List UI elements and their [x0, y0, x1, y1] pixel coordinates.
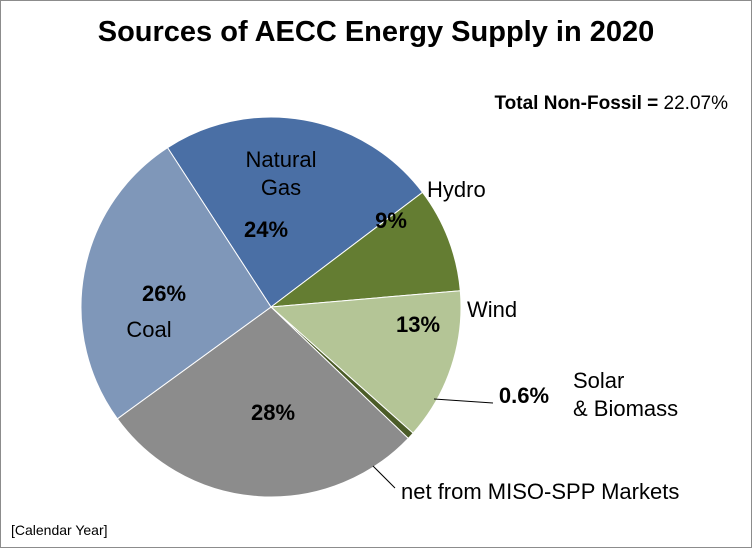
total-non-fossil-note: Total Non-Fossil = 22.07% [494, 93, 728, 114]
name-label-hydro: Hydro [427, 177, 486, 202]
total-non-fossil-label: Total Non-Fossil = [494, 93, 663, 114]
calendar-year-footer: [Calendar Year] [11, 522, 108, 538]
pct-label-coal: 26% [142, 281, 186, 306]
name-label-solar-biomass: Solar & Biomass [573, 368, 678, 421]
pie-slice-hydro [269, 191, 461, 308]
pie-slice-coal [80, 146, 272, 420]
total-non-fossil-value: 22.07% [664, 93, 729, 114]
leader-line-net-from-miso-spp-markets [372, 465, 396, 489]
pct-label-natural-gas: 24% [244, 217, 288, 242]
name-label-net-from-miso-spp-markets: net from MISO-SPP Markets [401, 479, 679, 504]
pie-slice-wind [269, 290, 462, 434]
leader-line-solar-biomass [433, 398, 494, 404]
pct-label-net-from-miso-spp-markets: 28% [251, 400, 295, 425]
pie-slices [80, 116, 462, 498]
name-label-natural-gas: Natural Gas [246, 147, 317, 200]
leader-lines [372, 398, 494, 489]
pct-label-wind: 13% [396, 312, 440, 337]
pct-label-hydro: 9% [375, 208, 407, 233]
pie-slice-net-from-miso-spp-markets [116, 306, 409, 498]
pie-slice-natural-gas [166, 116, 424, 308]
chart-title: Sources of AECC Energy Supply in 2020 [98, 16, 655, 48]
name-label-wind: Wind [467, 297, 517, 322]
name-label-coal: Coal [126, 317, 171, 342]
pct-label-solar-biomass: 0.6% [499, 383, 549, 408]
slice-labels: 24% Natural Gas 9% Hydro 13% Wind 0.6% Solar & Bi… [126, 147, 679, 504]
